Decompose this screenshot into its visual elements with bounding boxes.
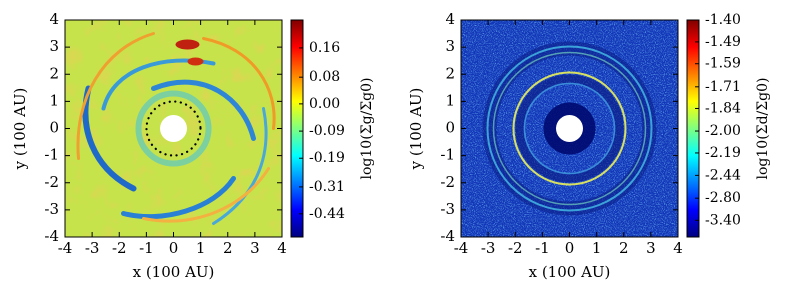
- y-tick-label: 0: [445, 119, 455, 137]
- colorbar-tick-label: -0.44: [309, 206, 345, 222]
- colorbar-tick-label: -3.40: [705, 212, 741, 228]
- y-axis-label: y (100 AU): [11, 88, 29, 171]
- x-tick-label: 4: [277, 239, 287, 257]
- y-axis-label: y (100 AU): [407, 88, 425, 171]
- colorbar: -1.40 -1.49 -1.59 -1.71 -1.84 -2.00 -2.19 -2.44…: [686, 12, 771, 238]
- y-tick-label: 3: [445, 37, 455, 55]
- y-tick-label: -1: [44, 146, 59, 164]
- x-tick-label: -2: [112, 239, 127, 257]
- colorbar-tick-label: 0.16: [309, 40, 340, 56]
- colorbar-tick-label: -2.44: [705, 167, 741, 183]
- x-tick-label: 2: [223, 239, 233, 257]
- y-tick-label: -3: [44, 200, 59, 218]
- x-tick-label: -4: [454, 239, 469, 257]
- x-tick-label: -3: [481, 239, 496, 257]
- colorbar-tick-label: -2.00: [705, 123, 741, 139]
- colorbar-tick-label: -1.84: [705, 100, 741, 116]
- y-tick-label: -2: [44, 173, 59, 191]
- y-tick-label: 0: [49, 119, 59, 137]
- x-tick-label: 3: [250, 239, 260, 257]
- x-tick-label: 1: [592, 239, 602, 257]
- x-tick-label: 1: [196, 239, 206, 257]
- colorbar-tick-label: -0.19: [309, 150, 345, 166]
- x-tick-label: 4: [673, 239, 683, 257]
- colorbar-tick-label: -0.31: [309, 179, 345, 195]
- x-tick-label: -1: [535, 239, 550, 257]
- y-tick-label: 1: [49, 91, 59, 109]
- y-tick-label: -4: [44, 227, 59, 245]
- colorbar-tick-label: -0.09: [309, 123, 345, 139]
- x-tick-label: 0: [565, 239, 575, 257]
- x-tick-label: 3: [646, 239, 656, 257]
- colorbar: 0.16 0.08 0.00 -0.09 -0.19 -0.31 -0.44 log10(Σg…: [290, 19, 375, 238]
- colorbar-tick-label: 0.00: [309, 96, 340, 112]
- x-axis-label: x (100 AU): [133, 263, 215, 281]
- x-axis-label: x (100 AU): [529, 263, 611, 281]
- heatmap-image: [461, 20, 678, 237]
- y-tick-label: 2: [49, 64, 59, 82]
- colorbar-tick-label: -2.19: [705, 145, 741, 161]
- heatmap-image: [65, 20, 282, 237]
- colorbar-gradient: [290, 19, 304, 238]
- y-tick-label: 4: [49, 10, 59, 28]
- y-tick-label: -3: [440, 200, 455, 218]
- x-tick-label: -4: [58, 239, 73, 257]
- colorbar-tick-label: -1.49: [705, 34, 741, 50]
- y-tick-label: 3: [49, 37, 59, 55]
- y-tick-label: -1: [440, 146, 455, 164]
- y-tick-label: 1: [445, 91, 455, 109]
- colorbar-gradient: [686, 19, 700, 238]
- y-tick-label: 4: [445, 10, 455, 28]
- y-tick-label: -2: [440, 173, 455, 191]
- colorbar-tick-label: -1.71: [705, 79, 741, 95]
- x-tick-label: -2: [508, 239, 523, 257]
- colorbar-label: log10(Σd/Σg0): [755, 78, 771, 180]
- x-tick-label: 0: [169, 239, 179, 257]
- x-tick-label: 2: [619, 239, 629, 257]
- colorbar-tick-label: -1.40: [705, 12, 741, 28]
- colorbar-tick-label: -1.59: [705, 56, 741, 72]
- colorbar-tick-label: -2.80: [705, 190, 741, 206]
- y-tick-label: -4: [440, 227, 455, 245]
- colorbar-tick-label: 0.08: [309, 69, 340, 85]
- y-tick-label: 2: [445, 64, 455, 82]
- x-tick-label: -3: [85, 239, 100, 257]
- x-tick-label: -1: [139, 239, 154, 257]
- colorbar-label: log10(Σg/Σg0): [359, 78, 375, 180]
